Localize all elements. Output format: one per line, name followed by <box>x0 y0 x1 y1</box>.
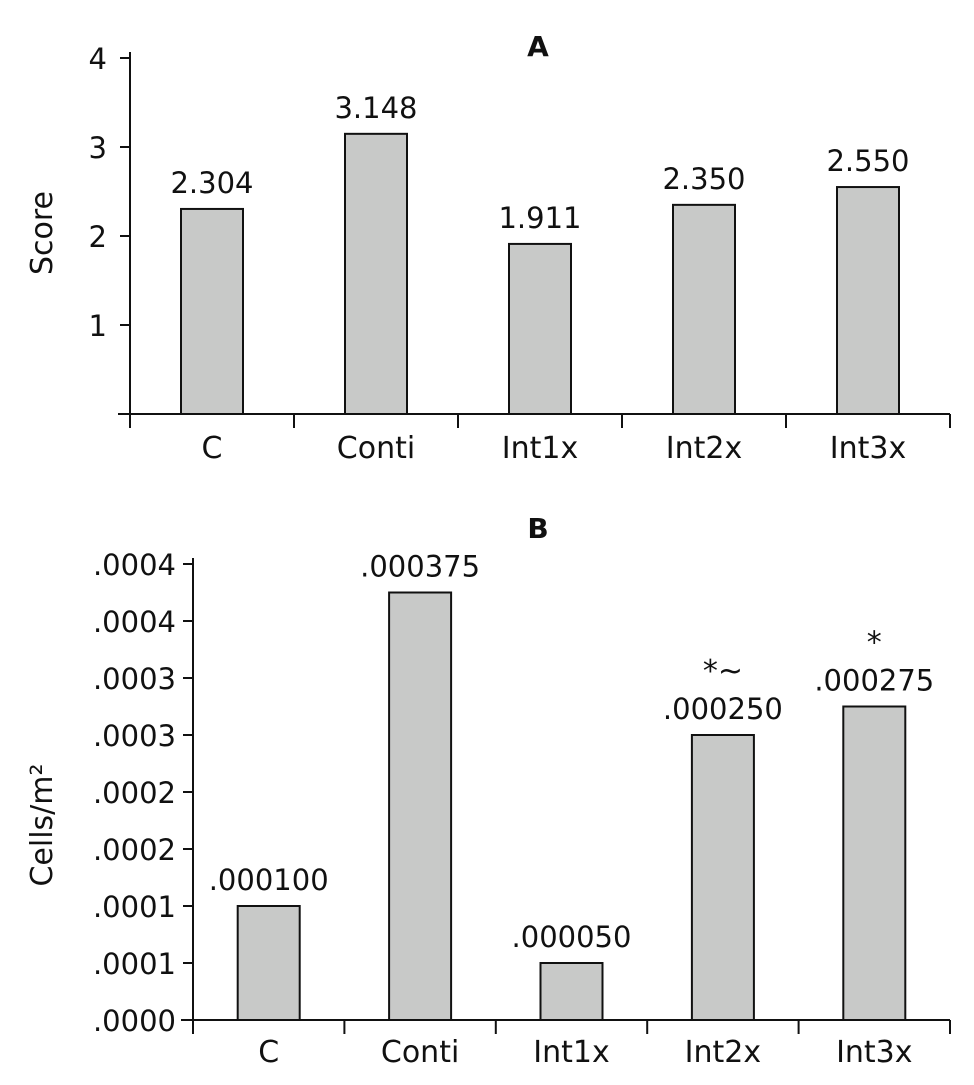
chart-b-value-label: .000100 <box>209 863 329 897</box>
chart-b-y-tick-label: .0003 <box>93 662 176 696</box>
chart-b-significance-marker: *~ <box>703 654 743 689</box>
chart-a-title: A <box>527 30 549 63</box>
chart-a-bar-int2x <box>672 203 736 415</box>
chart-a-category-label: Int2x <box>666 431 742 466</box>
chart-a-category-label: C <box>202 431 223 466</box>
chart-b-y-tick-label: .0002 <box>93 776 176 810</box>
chart-b-category-label: Int3x <box>836 1035 912 1070</box>
chart-a-y-tick-label: 4 <box>89 42 107 76</box>
chart-b-y-tick-label: .0000 <box>93 1004 176 1038</box>
chart-b-y-tick-label: .0004 <box>93 548 176 582</box>
chart-a-value-label: 1.911 <box>498 201 581 235</box>
chart-b-bar-int2x <box>690 734 755 1021</box>
chart-a-bar-int1x <box>508 242 572 415</box>
chart-b-y-tick-label: .0003 <box>93 719 176 753</box>
chart-b-y-tick-label: .0004 <box>93 605 176 639</box>
chart-b-bar-int3x <box>842 705 907 1021</box>
chart-a-y-axis-label: Score <box>25 191 60 275</box>
chart-b-y-tick-label: .0001 <box>93 947 176 981</box>
chart-a-y-tick-label: 1 <box>89 309 107 343</box>
chart-b-category-label: Int1x <box>533 1035 609 1070</box>
chart-a-bar-int3x <box>836 186 900 415</box>
chart-a-y-tick-label: 2 <box>89 220 107 254</box>
chart-b-category-label: C <box>258 1035 279 1070</box>
chart-a-bar-c <box>180 207 244 415</box>
chart-b-bar-conti <box>388 591 453 1021</box>
chart-a-value-label: 2.304 <box>170 166 253 200</box>
chart-b-value-label: .000050 <box>512 920 632 954</box>
chart-b-bar-int1x <box>539 962 604 1021</box>
chart-b-value-label: .000375 <box>360 550 480 584</box>
chart-a-category-label: Int3x <box>830 431 906 466</box>
chart-b-value-label: .000250 <box>663 692 783 726</box>
chart-b-significance-marker: * <box>867 626 882 661</box>
chart-a-value-label: 2.550 <box>826 144 909 178</box>
chart-a-value-label: 2.350 <box>662 162 745 196</box>
chart-b-category-label: Int2x <box>685 1035 761 1070</box>
chart-b-value-label: .000275 <box>814 664 934 698</box>
chart-b-y-axis-label: Cells/m² <box>25 763 60 886</box>
chart-b-y-tick-label: .0002 <box>93 833 176 867</box>
chart-b-y-tick-label: .0001 <box>93 890 176 924</box>
chart-a-value-label: 3.148 <box>334 91 417 125</box>
chart-b-category-label: Conti <box>381 1035 459 1070</box>
chart-b-bar-c <box>236 905 301 1021</box>
chart-a-bar-conti <box>344 132 408 415</box>
chart-b-title: B <box>527 512 548 545</box>
chart-a-category-label: Conti <box>337 431 415 466</box>
chart-a-y-tick-label: 3 <box>89 131 107 165</box>
chart-a-category-label: Int1x <box>502 431 578 466</box>
